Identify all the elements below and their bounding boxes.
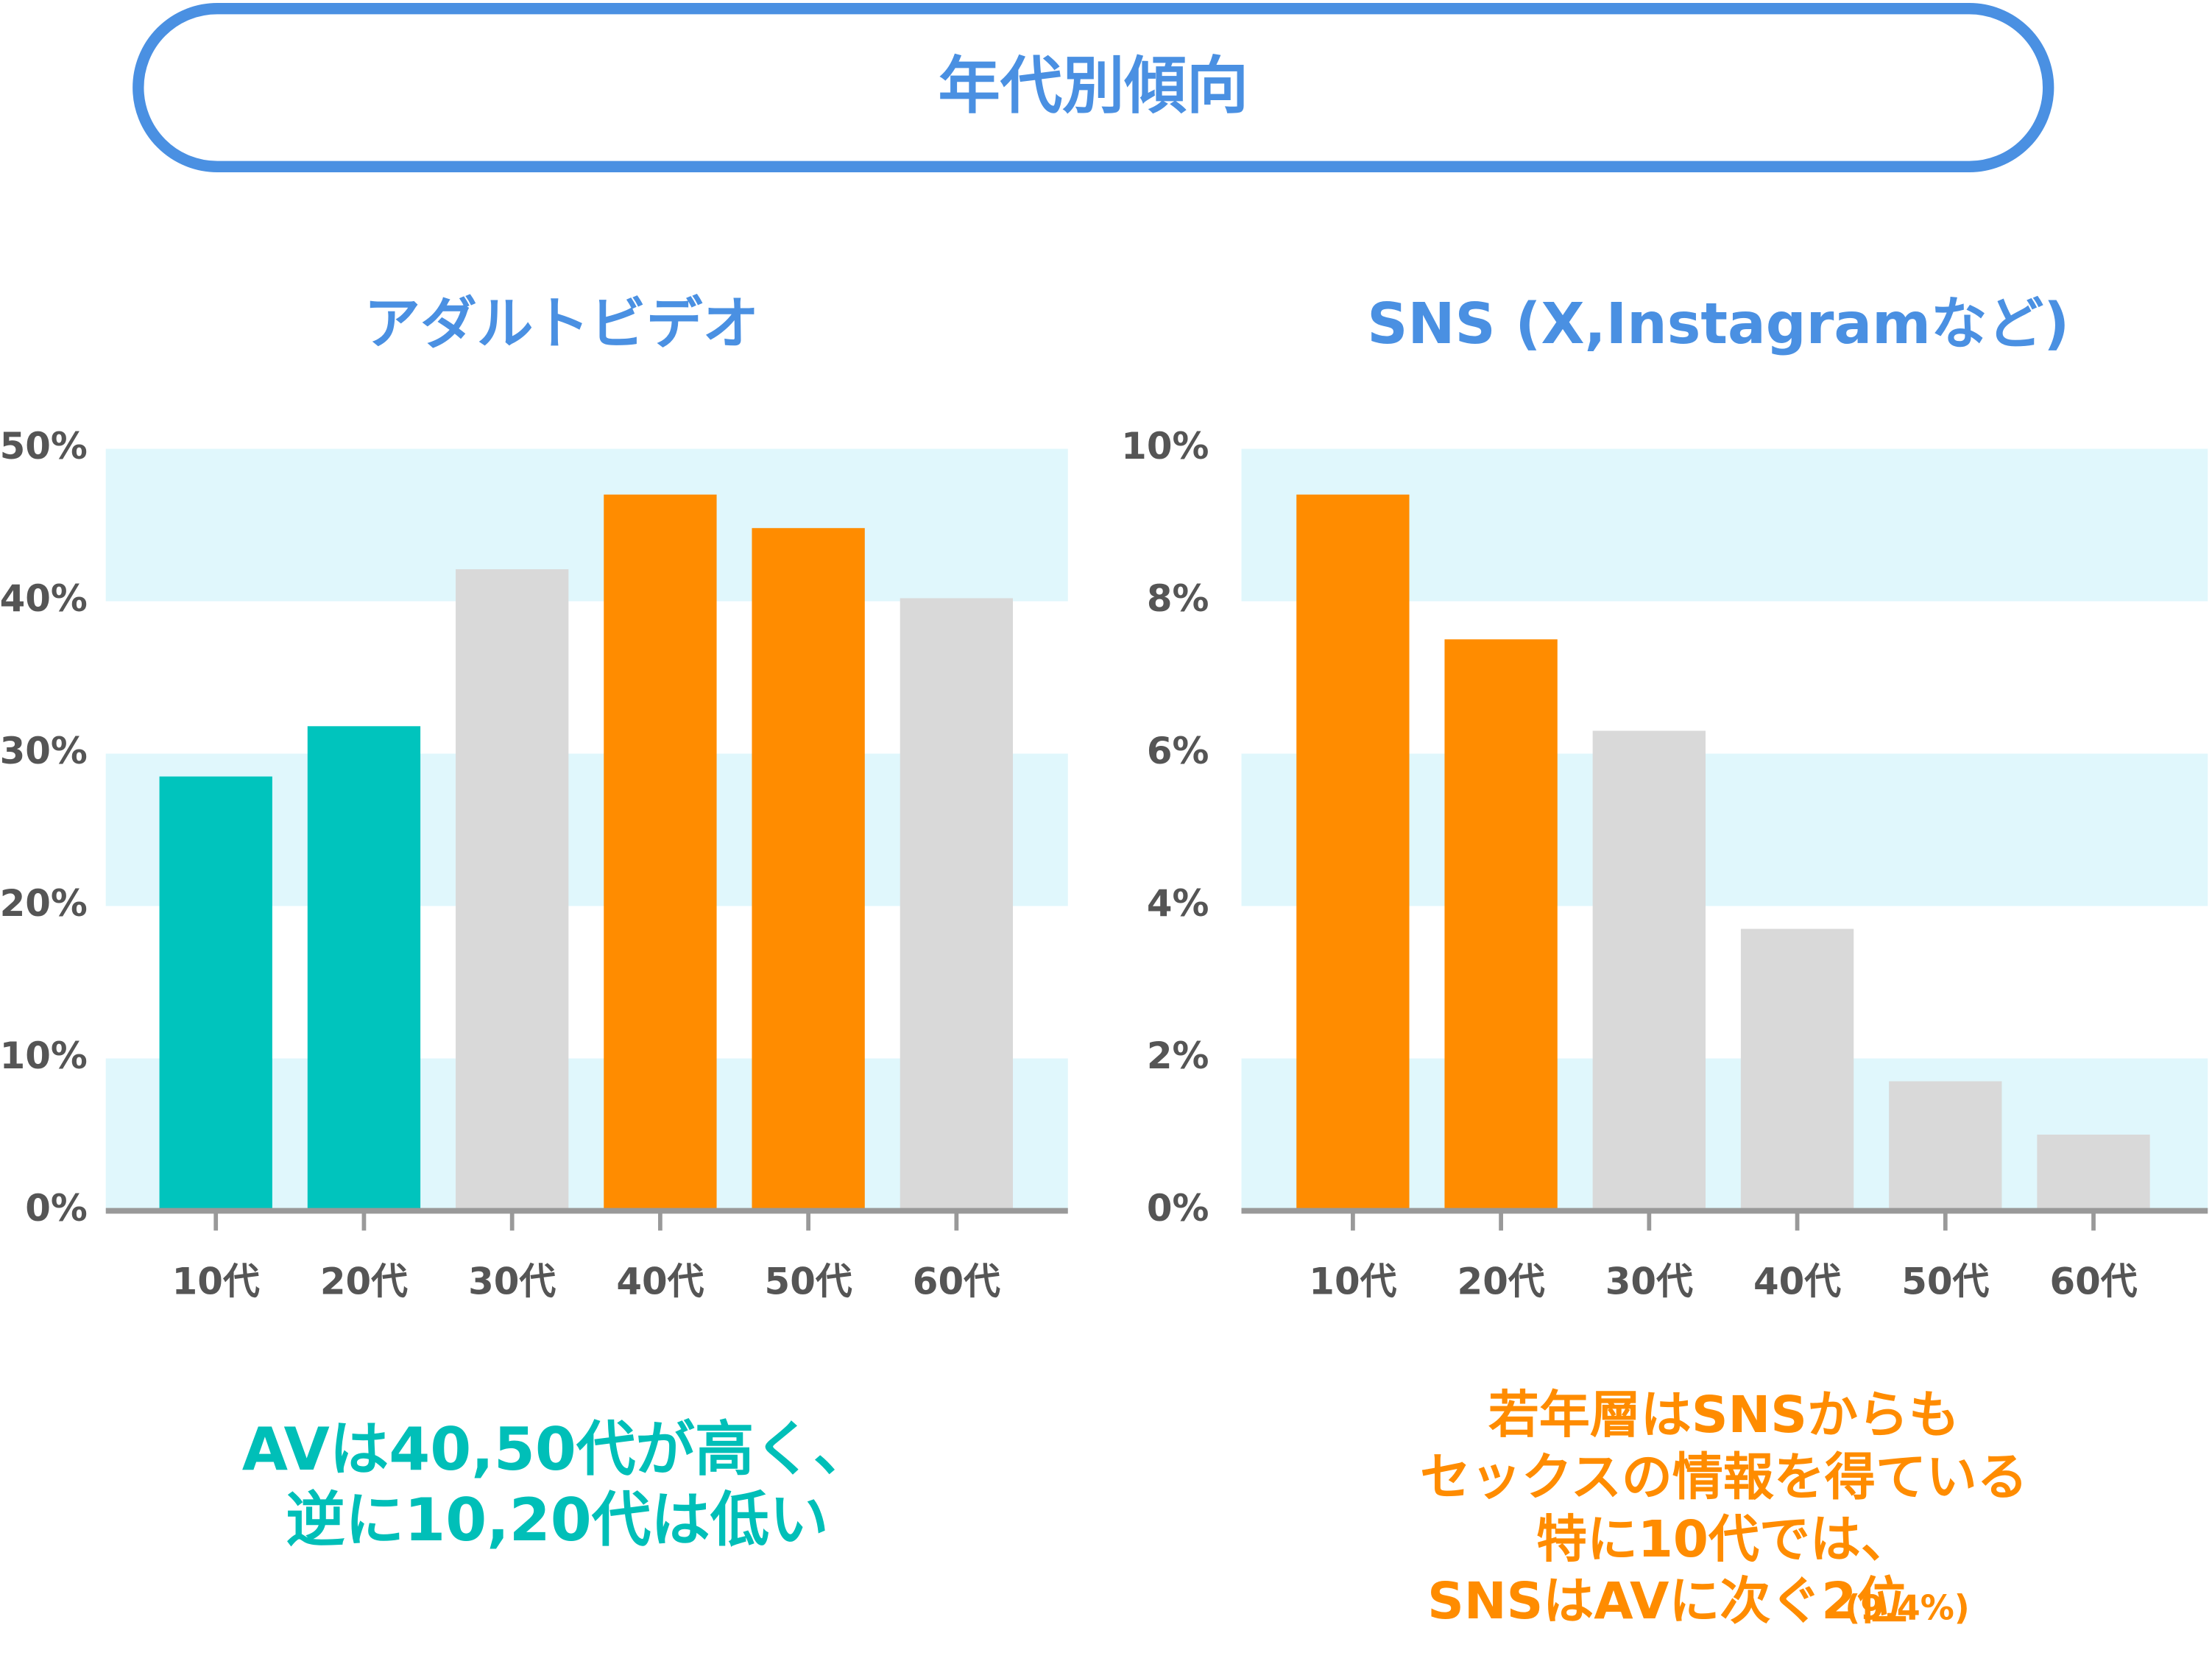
x-tick-label: 20代 (1457, 1261, 1545, 1303)
bar (307, 726, 421, 1211)
y-tick-label: 10% (0, 1034, 88, 1077)
y-tick-label: 20% (0, 882, 88, 925)
y-tick-label: 6% (1147, 730, 1209, 772)
annotation: 若年層はSNSからも (1488, 1386, 1960, 1445)
bar (1296, 494, 1410, 1211)
bar (752, 528, 865, 1211)
y-tick-label: 4% (1147, 882, 1209, 925)
header-title: 年代別傾向 (938, 50, 1248, 122)
y-tick-label: 40% (0, 577, 88, 620)
x-tick-label: 20代 (320, 1261, 408, 1303)
y-tick-label: 2% (1147, 1034, 1209, 1077)
bar (604, 494, 717, 1211)
annotation-note: (9.4%) (1845, 1587, 1970, 1627)
y-tick-label: 30% (0, 730, 88, 772)
bar (1889, 1081, 2002, 1211)
chart-title: SNS (X,Instagramなど) (1367, 292, 2069, 357)
bar (900, 598, 1014, 1211)
bar (159, 776, 272, 1211)
x-tick-label: 40代 (1753, 1261, 1841, 1303)
annotation: SNSはAVに次ぐ2位 (1427, 1572, 1907, 1631)
bar (456, 569, 569, 1211)
x-tick-label: 40代 (616, 1261, 704, 1303)
y-tick-label: 50% (0, 425, 88, 468)
x-tick-label: 30代 (1605, 1261, 1693, 1303)
x-tick-label: 60代 (913, 1261, 1000, 1303)
bar (1444, 639, 1558, 1211)
y-tick-label: 0% (25, 1187, 88, 1230)
grid-band (105, 448, 1068, 602)
chart-title: アダルトビデオ (364, 292, 759, 357)
annotation: AVは40,50代が高く、 (242, 1414, 873, 1484)
annotation: セックスの情報を得ている (1420, 1448, 2028, 1507)
header-box (132, 3, 2054, 172)
x-tick-label: 50代 (765, 1261, 852, 1303)
x-tick-label: 10代 (1309, 1261, 1396, 1303)
x-tick-label: 10代 (172, 1261, 260, 1303)
annotation: 特に10代では、 (1536, 1510, 1912, 1569)
y-tick-label: 10% (1121, 425, 1209, 468)
y-tick-label: 0% (1147, 1187, 1209, 1230)
y-tick-label: 8% (1147, 577, 1209, 620)
x-tick-label: 50代 (1901, 1261, 1989, 1303)
x-tick-label: 30代 (468, 1261, 556, 1303)
x-tick-label: 60代 (2049, 1261, 2137, 1303)
bar (2037, 1134, 2150, 1211)
annotation: 逆に10,20代は低い (286, 1485, 829, 1554)
bar (1592, 730, 1706, 1211)
bar (1740, 928, 1854, 1211)
